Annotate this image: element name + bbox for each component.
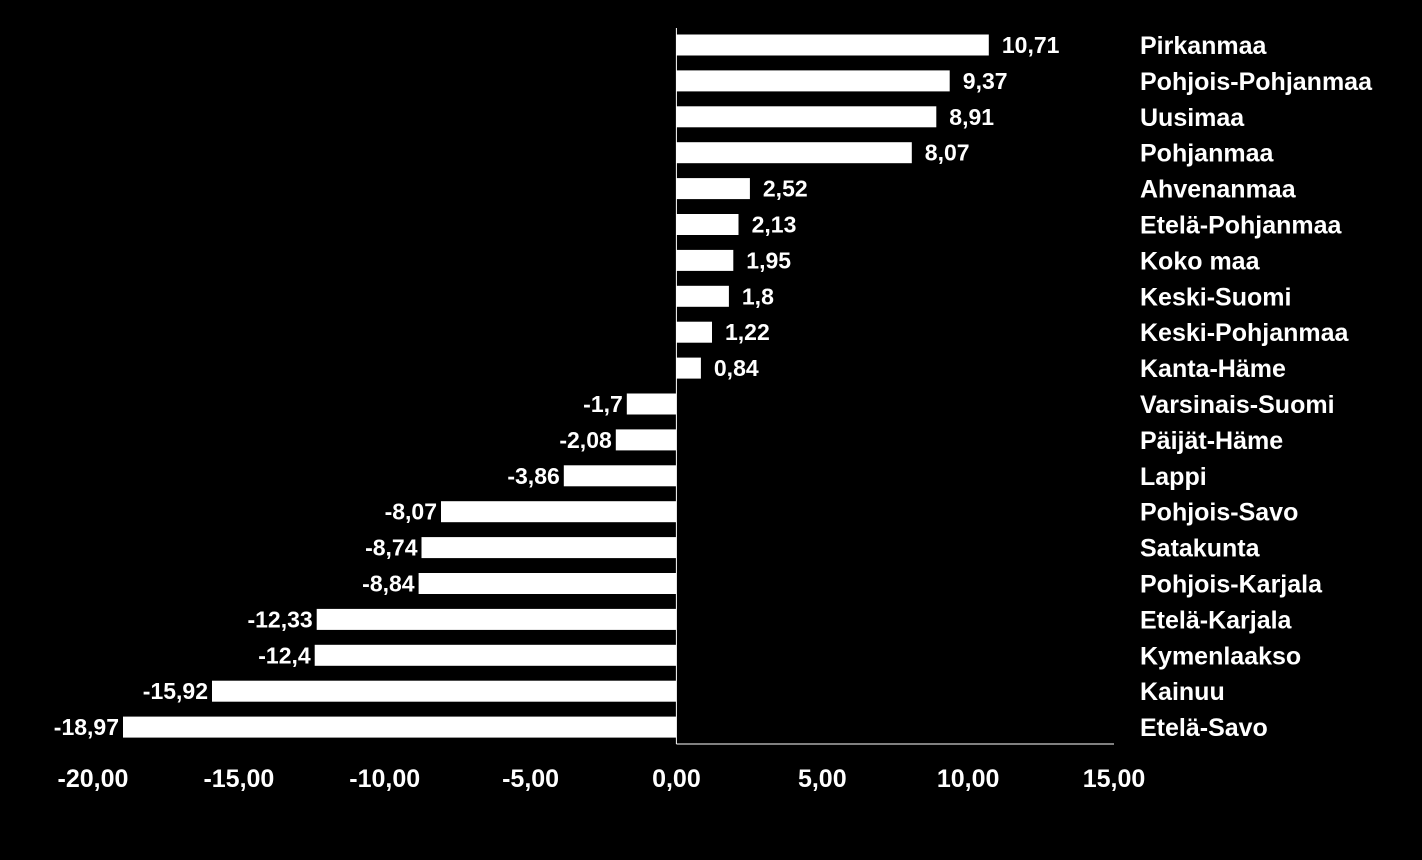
- category-label: Uusimaa: [1140, 104, 1245, 132]
- x-tick-label: -10,00: [349, 765, 420, 793]
- category-label: Etelä-Savo: [1140, 714, 1268, 742]
- category-label: Pohjois-Savo: [1140, 499, 1298, 527]
- value-label: -8,84: [362, 571, 415, 597]
- bar: [421, 537, 677, 559]
- axes-layer: [675, 28, 1114, 745]
- x-tick-label: -5,00: [502, 765, 559, 793]
- value-label: 0,84: [714, 355, 759, 381]
- value-label: 1,8: [742, 283, 774, 309]
- category-label: Pohjanmaa: [1140, 140, 1274, 168]
- tick-labels-layer: -20,00 -15,00 -10,00 -5,00 0,00 5,00 10,00 15,0…: [58, 765, 1146, 793]
- bar: [676, 214, 739, 235]
- value-label: 2,52: [763, 176, 808, 202]
- category-label: Varsinais-Suomi: [1140, 391, 1335, 419]
- category-label: Kainuu: [1140, 678, 1225, 706]
- value-label: -15,92: [143, 678, 208, 704]
- value-label: -1,7: [583, 391, 623, 417]
- bar: [212, 680, 677, 702]
- value-label: 8,91: [949, 104, 994, 130]
- value-labels-layer: 10,71 9,37 8,91 8,07 2,52 2,13 1,95 1,8 1,22 0,84…: [54, 32, 1060, 740]
- value-label: -8,74: [365, 535, 418, 561]
- value-label: 8,07: [925, 140, 970, 166]
- category-label: Satakunta: [1140, 535, 1261, 563]
- category-labels-layer: Pirkanmaa Pohjois-Pohjanmaa Uusimaa Pohjanm…: [1140, 32, 1373, 742]
- bar: [676, 357, 701, 379]
- bar: [314, 644, 677, 666]
- value-label: 1,22: [725, 319, 770, 345]
- bar: [676, 70, 950, 92]
- bar: [676, 249, 734, 271]
- category-label: Etelä-Karjala: [1140, 606, 1293, 634]
- value-label: -18,97: [54, 714, 119, 740]
- category-label: Keski-Suomi: [1140, 283, 1291, 311]
- category-label: Etelä-Pohjanmaa: [1140, 212, 1343, 240]
- x-tick-label: 5,00: [798, 765, 847, 793]
- bar: [615, 429, 677, 451]
- value-label: 10,71: [1002, 32, 1060, 58]
- category-label: Lappi: [1140, 463, 1207, 491]
- category-label: Pohjois-Karjala: [1140, 571, 1323, 599]
- x-tick-label: -20,00: [58, 765, 129, 793]
- bar: [676, 178, 750, 200]
- category-label: Ahvenanmaa: [1140, 176, 1297, 204]
- value-label: -12,4: [258, 642, 311, 668]
- bar: [563, 465, 677, 487]
- value-label: -12,33: [247, 606, 312, 632]
- bar: [123, 716, 677, 738]
- bar: [676, 321, 712, 343]
- bar: [676, 142, 912, 164]
- value-label: 2,13: [752, 212, 797, 238]
- bar: [441, 501, 677, 523]
- x-tick-label: 0,00: [652, 765, 701, 793]
- value-label: 9,37: [963, 68, 1008, 94]
- category-label: Kymenlaakso: [1140, 642, 1301, 670]
- x-tick-label: 15,00: [1083, 765, 1146, 793]
- bar: [676, 106, 937, 128]
- category-label: Pirkanmaa: [1140, 32, 1268, 60]
- bar: [676, 285, 729, 307]
- category-label: Keski-Pohjanmaa: [1140, 319, 1350, 347]
- value-label: 1,95: [746, 247, 791, 273]
- value-label: -2,08: [559, 427, 612, 453]
- value-label: -8,07: [385, 499, 437, 525]
- bars-layer: [123, 34, 989, 738]
- bar: [676, 34, 989, 56]
- category-label: Kanta-Häme: [1140, 355, 1286, 383]
- category-label: Pohjois-Pohjanmaa: [1140, 68, 1373, 96]
- bar: [626, 393, 677, 415]
- category-label: Koko maa: [1140, 247, 1261, 275]
- x-tick-label: -15,00: [203, 765, 274, 793]
- value-label: -3,86: [507, 463, 559, 489]
- x-tick-label: 10,00: [937, 765, 1000, 793]
- bar: [418, 573, 677, 594]
- bar: [316, 608, 677, 630]
- category-label: Päijät-Häme: [1140, 427, 1283, 455]
